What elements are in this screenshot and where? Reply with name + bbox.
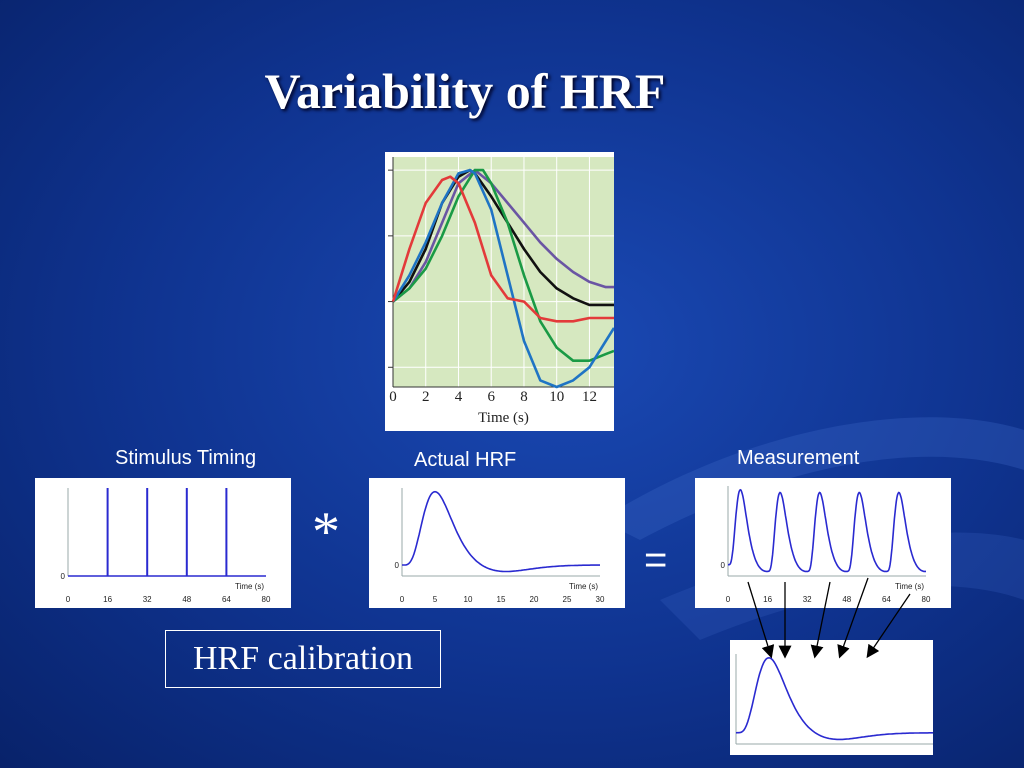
hrf-calibration-box: HRF calibration [165,630,441,688]
x-axis-label: Time (s) [569,582,598,591]
x-tick-label: 80 [922,595,931,604]
estimated-hrf-curve [735,656,933,741]
actual-hrf-plot: 0 5 10 15 20 25 30 0 Time (s) [395,488,605,604]
x-tick-label: 64 [882,595,891,604]
y-tick-label: 0 [721,561,726,570]
x-tick-label: 0 [726,595,731,604]
actual-hrf-panel: 0 5 10 15 20 25 30 0 Time (s) [369,478,625,608]
hrf-curve [402,490,600,573]
series-line-5 [391,175,614,323]
y-tick-label: 0 [61,572,66,581]
x-tick-label: 48 [182,595,191,604]
equals-symbol: = [644,538,668,582]
x-tick-label: 10 [464,595,473,604]
measurement-label: Measurement [737,447,860,469]
slide-title: Variability of HRF [264,63,666,119]
convolution-symbol: * [312,501,340,563]
x-tick-label: 32 [803,595,812,604]
measurement-plot: 0 16 32 48 64 80 0 Time (s) [721,486,931,604]
stimulus-timing-label: Stimulus Timing [115,447,257,469]
measurement-curve [728,488,926,573]
x-tick-label: 8 [520,389,528,405]
x-tick-label: 0 [66,595,71,604]
x-tick-label: 25 [563,595,572,604]
x-tick-label: 30 [596,595,605,604]
x-tick-label: 12 [582,389,597,405]
x-tick-label: 80 [262,595,271,604]
x-tick-label: 64 [222,595,231,604]
x-tick-label: 10 [549,389,564,405]
estimated-hrf-plot [735,654,933,745]
x-tick-label: 5 [433,595,438,604]
x-tick-label: 48 [842,595,851,604]
x-tick-label: 4 [455,389,463,405]
x-tick-label: 32 [143,595,152,604]
x-tick-label: 2 [422,389,430,405]
x-tick-label: 0 [389,389,397,405]
stimulus-timing-plot: 0 16 32 48 64 80 0 Time (s) [61,488,271,604]
x-tick-label: 6 [487,389,495,405]
hrf-variability-plot: 0 2 4 6 8 10 12 Time (s) [388,157,614,426]
measurement-panel: 0 16 32 48 64 80 0 Time (s) [695,478,951,608]
hrf-variability-chart: 0 2 4 6 8 10 12 Time (s) [385,152,614,431]
x-axis-label: Time (s) [478,410,529,426]
series-line-1 [392,168,614,303]
estimated-hrf-panel [730,640,933,755]
y-tick-label: 0 [395,561,400,570]
stimulus-timing-panel: 0 16 32 48 64 80 0 Time (s) [35,478,291,608]
x-tick-label: 16 [763,595,772,604]
x-tick-label: 15 [497,595,506,604]
actual-hrf-label: Actual HRF [414,449,517,471]
series-line-4 [391,168,614,389]
series-line-3 [392,168,614,362]
x-axis-label: Time (s) [895,582,924,591]
x-tick-label: 20 [530,595,539,604]
x-axis-label: Time (s) [235,582,264,591]
x-tick-label: 16 [103,595,112,604]
x-tick-label: 0 [400,595,405,604]
